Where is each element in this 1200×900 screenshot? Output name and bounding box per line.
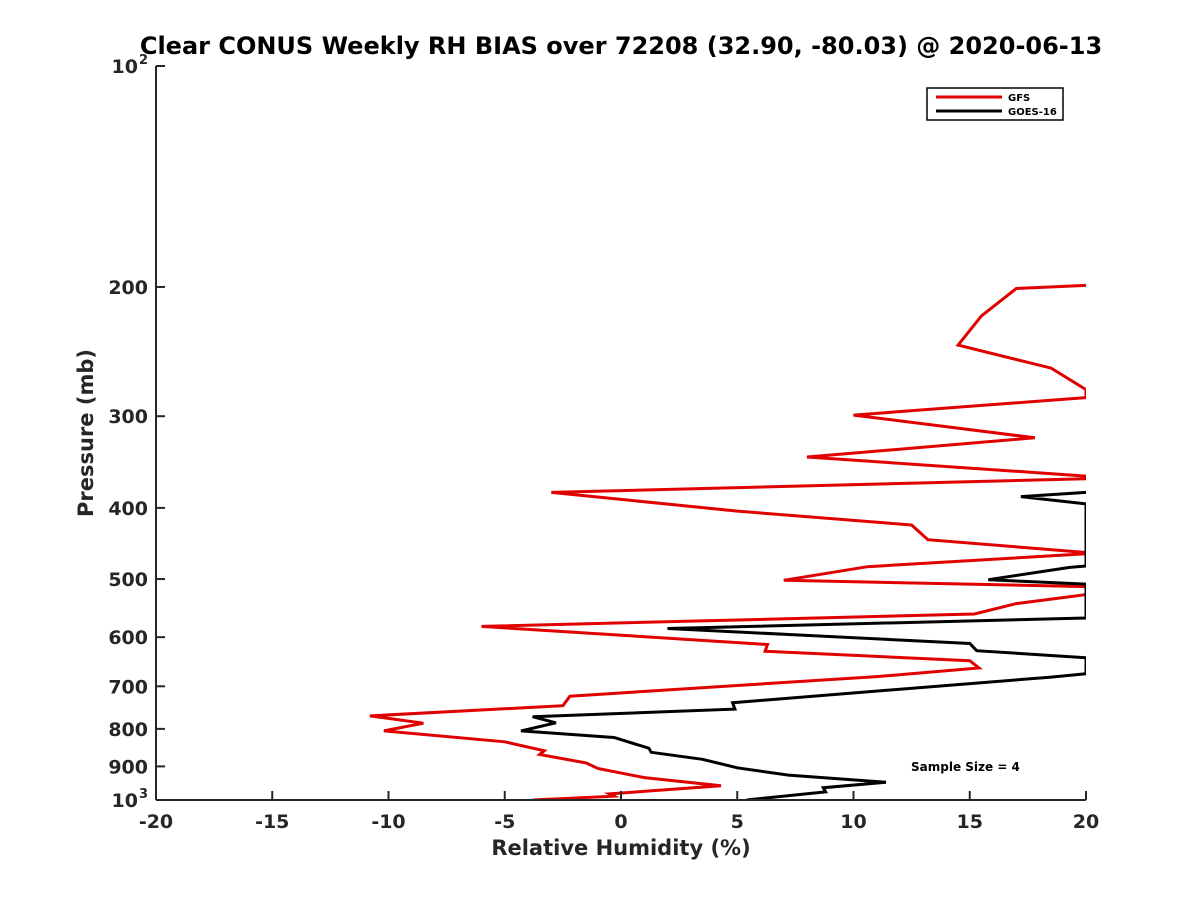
y-tick-label: 200 [108, 277, 148, 299]
series-line-gfs [369, 283, 1086, 800]
x-tick-label: 5 [731, 811, 744, 833]
y-tick-label: 103 [112, 787, 149, 812]
x-tick-label: 15 [957, 811, 983, 833]
legend-box [926, 87, 1064, 121]
x-tick-label: -5 [494, 811, 515, 833]
y-tick-label: 600 [108, 627, 148, 649]
legend: GFS GOES-16 [926, 87, 1064, 121]
legend-label-goes16: GOES-16 [1008, 107, 1057, 118]
y-axis-label: Pressure (mb) [74, 349, 98, 517]
x-ticks: -20 -15 -10 -5 0 5 10 15 20 [139, 791, 1099, 833]
x-tick-label: -10 [371, 811, 405, 833]
x-tick-label: 0 [614, 811, 627, 833]
series-layer [369, 283, 1086, 800]
x-tick-label: -20 [139, 811, 173, 833]
plot-area [156, 66, 1086, 800]
chart-title: Clear CONUS Weekly RH BIAS over 72208 (3… [140, 32, 1102, 60]
x-tick-label: 20 [1073, 811, 1099, 833]
y-tick-label: 800 [108, 719, 148, 741]
x-axis-label: Relative Humidity (%) [491, 836, 750, 860]
y-tick-label: 900 [108, 756, 148, 778]
y-tick-label: 700 [108, 676, 148, 698]
series-line-goes-16 [520, 490, 1086, 800]
y-tick-label: 400 [108, 498, 148, 520]
x-tick-label: -15 [255, 811, 289, 833]
legend-label-gfs: GFS [1008, 93, 1030, 104]
y-tick-label: 300 [108, 406, 148, 428]
y-ticks: 102 200 300 400 500 600 700 800 900 103 [108, 53, 165, 812]
x-tick-label: 10 [840, 811, 866, 833]
sample-size-annotation: Sample Size = 4 [911, 760, 1020, 774]
y-tick-label: 102 [112, 53, 149, 78]
y-tick-label: 500 [108, 569, 148, 591]
